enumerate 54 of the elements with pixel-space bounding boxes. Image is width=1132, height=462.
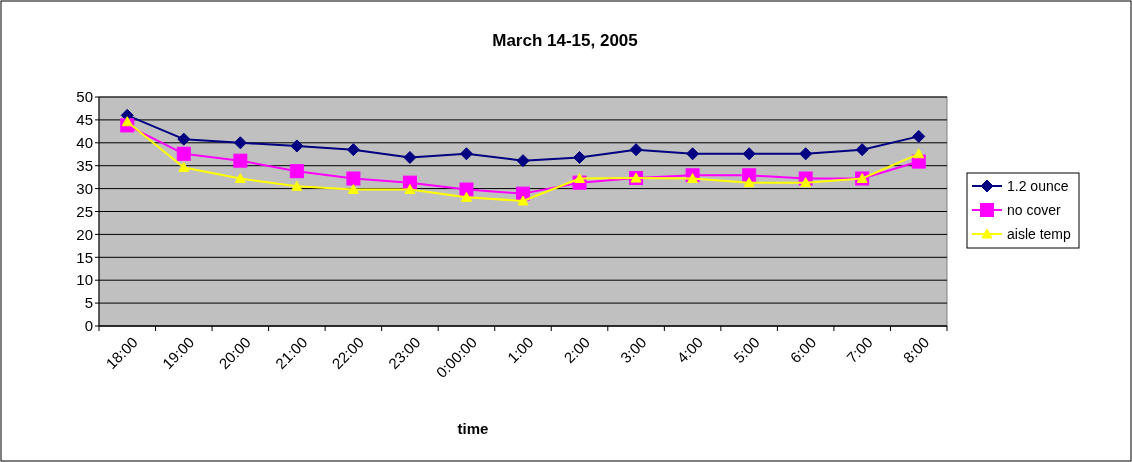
x-tick-label: 3:00	[616, 333, 650, 367]
point	[459, 147, 473, 161]
y-tick-label: 40	[76, 134, 93, 152]
y-tick-label: 30	[76, 179, 93, 197]
point	[289, 164, 304, 179]
point	[346, 171, 361, 186]
y-tick-label: 5	[84, 294, 93, 312]
point	[291, 180, 303, 191]
chart-title: March 14-15, 2005	[492, 31, 638, 50]
point	[687, 173, 699, 184]
point	[743, 177, 755, 188]
point	[347, 184, 359, 195]
x-tick-label: 1:00	[503, 333, 537, 367]
point	[290, 139, 304, 153]
point	[346, 143, 360, 157]
point	[517, 195, 529, 206]
point	[178, 162, 190, 173]
point	[912, 129, 926, 143]
x-tick-label: 4:00	[673, 333, 707, 367]
point	[233, 136, 247, 150]
y-tick-label: 45	[76, 111, 93, 129]
x-axis-title: time	[457, 420, 489, 437]
x-tick-label: 6:00	[786, 333, 820, 367]
x-tick-label: 7:00	[843, 333, 876, 367]
y-tick-label: 15	[76, 248, 93, 266]
point	[800, 177, 812, 188]
point	[460, 191, 472, 202]
y-tick-label: 25	[76, 202, 93, 220]
point	[403, 150, 417, 164]
point	[234, 173, 246, 184]
x-tick-label: 8:00	[899, 333, 933, 367]
point	[404, 184, 416, 195]
y-tick-label: 50	[76, 88, 93, 106]
point	[233, 153, 248, 168]
point	[177, 132, 191, 146]
point	[799, 147, 813, 161]
legend-label: aisle temp	[1007, 225, 1072, 242]
y-tick-label: 10	[76, 271, 93, 289]
point	[686, 147, 700, 161]
point	[913, 148, 925, 159]
point	[121, 116, 133, 127]
point	[574, 173, 586, 184]
point	[516, 154, 530, 168]
legend-label: 1.2 ounce	[1007, 177, 1069, 194]
point	[459, 182, 474, 197]
point	[629, 143, 643, 157]
point	[742, 147, 756, 161]
point	[176, 146, 191, 161]
point	[855, 143, 869, 157]
y-tick-label: 35	[76, 156, 93, 174]
legend-label: no cover	[1007, 201, 1062, 218]
y-tick-label: 20	[76, 225, 93, 243]
point	[573, 150, 587, 164]
y-tick-label: 0	[84, 317, 93, 335]
